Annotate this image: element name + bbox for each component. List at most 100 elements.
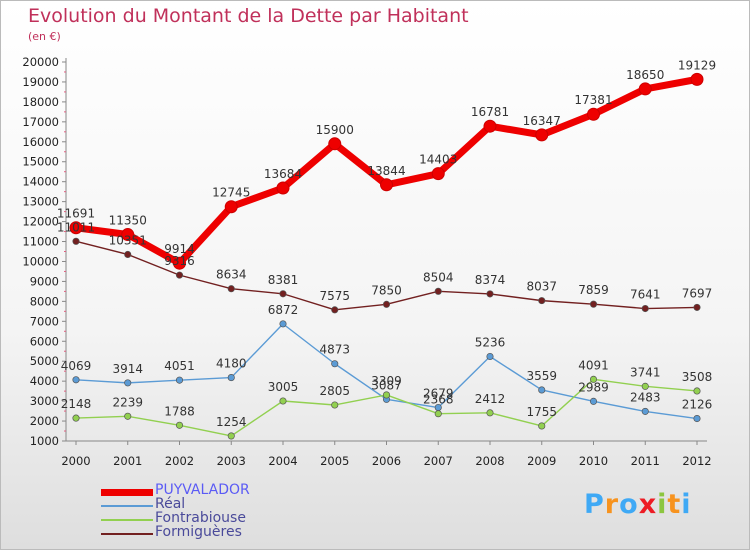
- data-point: [538, 297, 546, 305]
- x-tick-label: 2000: [61, 454, 90, 468]
- data-label: 14403: [419, 153, 457, 167]
- data-point: [483, 119, 497, 133]
- data-label: 3508: [682, 370, 713, 384]
- data-point: [227, 374, 235, 382]
- data-label: 4180: [216, 357, 247, 371]
- x-tick-label: 2004: [268, 454, 297, 468]
- data-label: 4069: [61, 359, 92, 373]
- data-label: 10351: [109, 233, 147, 247]
- y-tick-label: 8000: [30, 294, 59, 308]
- chart-title: Evolution du Montant de la Dette par Hab…: [28, 5, 469, 27]
- y-tick-label: 18000: [22, 95, 59, 109]
- data-label: 2239: [112, 395, 143, 409]
- y-tick-label: 13000: [22, 195, 59, 209]
- data-point: [535, 128, 549, 142]
- data-point: [693, 387, 701, 395]
- data-point: [175, 421, 184, 429]
- data-point: [331, 306, 339, 314]
- data-label: 9914: [164, 242, 195, 256]
- data-point: [690, 72, 704, 86]
- data-label: 16347: [523, 114, 561, 128]
- logo-letter: i: [657, 489, 668, 520]
- data-point: [173, 256, 186, 270]
- data-point: [638, 82, 652, 96]
- data-label: 1788: [164, 404, 195, 418]
- y-tick-label: 1000: [30, 434, 59, 448]
- legend-label: Réal: [155, 496, 186, 512]
- y-tick-label: 9000: [30, 274, 59, 288]
- data-label: 17381: [574, 93, 612, 107]
- y-tick-label: 14000: [22, 175, 59, 189]
- legend-swatch: [101, 519, 153, 521]
- data-point: [641, 382, 649, 390]
- data-label: 8634: [216, 268, 247, 282]
- data-label: 3005: [268, 380, 299, 394]
- chart-subtitle: (en €): [28, 30, 61, 43]
- data-point: [175, 271, 184, 279]
- legend-swatch: [101, 488, 153, 496]
- y-tick-label: 3000: [30, 394, 59, 408]
- x-tick-label: 2002: [165, 454, 194, 468]
- data-point: [589, 300, 598, 308]
- y-tick-label: 16000: [22, 135, 59, 149]
- data-label: 5236: [475, 336, 506, 350]
- data-point: [331, 401, 339, 409]
- data-point: [175, 376, 184, 384]
- data-point: [431, 167, 445, 181]
- data-label: 3741: [630, 365, 661, 379]
- x-tick-label: 2003: [217, 454, 246, 468]
- data-label: 16781: [471, 105, 509, 119]
- x-tick-label: 2006: [372, 454, 401, 468]
- data-point: [486, 409, 494, 417]
- data-point: [587, 107, 600, 121]
- data-label: 8374: [475, 273, 506, 287]
- data-label: 19129: [678, 58, 716, 72]
- data-point: [382, 391, 391, 399]
- data-label: 2412: [475, 392, 506, 406]
- y-tick-label: 4000: [30, 374, 59, 388]
- legend-label: Formiguères: [155, 524, 242, 540]
- logo-letter: r: [604, 489, 620, 520]
- proxiti-logo: Proxiti: [584, 489, 692, 520]
- data-label: 13684: [264, 167, 302, 181]
- data-label: 7697: [682, 286, 713, 300]
- data-label: 13844: [367, 164, 405, 178]
- logo-letter: x: [638, 489, 658, 520]
- x-tick-label: 2012: [682, 454, 711, 468]
- logo-letter: i: [681, 489, 692, 520]
- data-label: 7575: [319, 289, 350, 303]
- data-point: [434, 410, 442, 418]
- data-point: [276, 181, 290, 195]
- data-label: 11350: [109, 214, 147, 228]
- data-label: 8037: [526, 280, 557, 294]
- data-label: 2148: [61, 397, 92, 411]
- data-label: 4873: [319, 343, 350, 357]
- data-label: 9316: [164, 254, 195, 268]
- data-point: [224, 200, 238, 214]
- data-point: [589, 397, 598, 405]
- y-tick-label: 12000: [22, 215, 59, 229]
- x-tick-label: 2010: [579, 454, 608, 468]
- data-point: [279, 290, 287, 298]
- data-point: [69, 221, 83, 235]
- data-point: [328, 137, 342, 151]
- data-point: [538, 386, 546, 394]
- data-point: [279, 320, 287, 328]
- data-label: 3914: [112, 362, 143, 376]
- data-point: [693, 414, 701, 423]
- data-label: 2989: [578, 380, 609, 394]
- x-tick-label: 2011: [631, 454, 660, 468]
- data-label: 4051: [164, 359, 195, 373]
- data-label: 4091: [578, 358, 609, 372]
- data-label: 7850: [371, 283, 402, 297]
- legend-swatch: [101, 505, 153, 507]
- x-tick-label: 2005: [320, 454, 349, 468]
- data-point: [538, 422, 546, 430]
- data-label: 11691: [57, 207, 95, 221]
- y-tick-label: 19000: [22, 75, 59, 89]
- logo-letter: t: [667, 489, 682, 520]
- data-point: [641, 407, 649, 415]
- data-label: 8504: [423, 270, 454, 284]
